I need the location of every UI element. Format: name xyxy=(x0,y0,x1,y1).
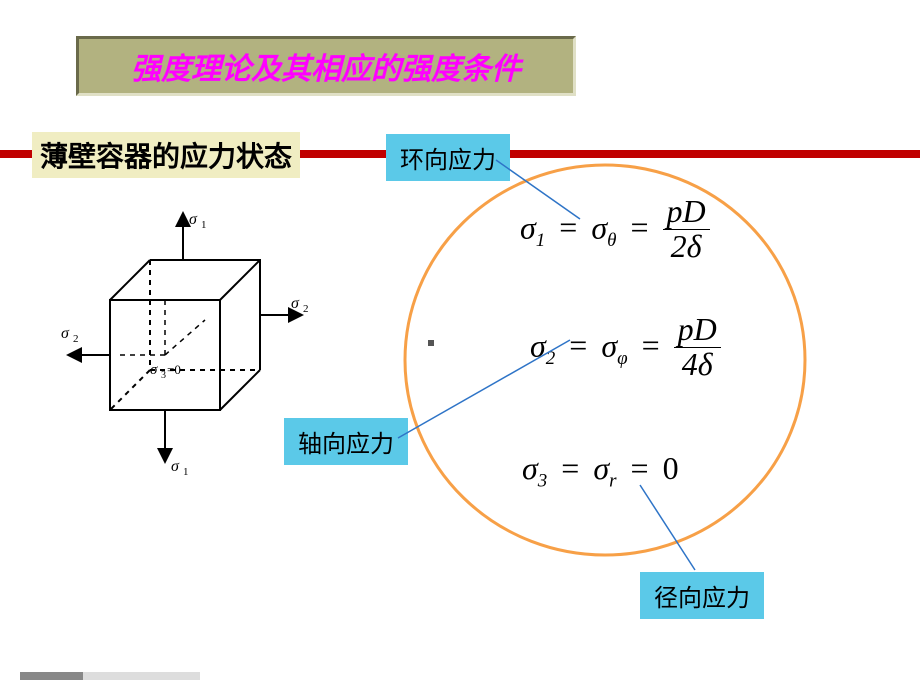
sigma-var: σ xyxy=(522,450,538,486)
svg-text:σ: σ xyxy=(291,295,300,312)
sigma-sub: 1 xyxy=(536,230,546,251)
svg-text:2: 2 xyxy=(73,333,79,345)
title-bar: 强度理论及其相应的强度条件 xyxy=(76,36,576,96)
progress-bar xyxy=(20,672,200,680)
frac-den: 4δ xyxy=(674,347,721,382)
formula-sigma2: σ2 = σφ = pD4δ xyxy=(530,315,721,383)
page-title: 强度理论及其相应的强度条件 xyxy=(131,44,521,88)
svg-text:σ: σ xyxy=(150,362,158,378)
sigma-sub: θ xyxy=(607,230,616,251)
sigma-var: σ xyxy=(591,209,607,245)
sigma-sub: 3 xyxy=(538,470,548,491)
svg-text:=0: =0 xyxy=(167,362,181,377)
svg-text:σ: σ xyxy=(189,211,198,228)
svg-text:3: 3 xyxy=(161,370,166,381)
sigma-var: σ xyxy=(593,450,609,486)
formula-sigma1: σ1 = σθ = pD2δ xyxy=(520,197,710,265)
formula-rhs: 0 xyxy=(663,450,679,486)
svg-text:σ: σ xyxy=(171,458,180,475)
svg-text:σ: σ xyxy=(61,325,70,342)
formula-sigma3: σ3 = σr = 0 xyxy=(522,450,679,492)
subtitle: 薄壁容器的应力状态 xyxy=(32,132,300,178)
progress-fill xyxy=(20,672,83,680)
sigma-var: σ xyxy=(601,327,617,363)
sigma-var: σ xyxy=(530,327,546,363)
sigma-sub: r xyxy=(609,470,616,491)
sigma-var: σ xyxy=(520,209,536,245)
cube-diagram: σ1 σ1 σ2 σ2 σ3=0 xyxy=(55,200,315,480)
bullet-dot xyxy=(428,340,434,346)
frac-den: 2δ xyxy=(663,229,710,264)
label-radial: 径向应力 xyxy=(640,572,764,619)
frac-num: pD xyxy=(663,195,710,229)
frac-num: pD xyxy=(674,313,721,347)
svg-text:1: 1 xyxy=(201,219,207,231)
svg-text:1: 1 xyxy=(183,466,189,478)
sigma-sub: 2 xyxy=(546,348,556,369)
svg-text:2: 2 xyxy=(303,303,309,315)
sigma-sub: φ xyxy=(617,348,628,369)
